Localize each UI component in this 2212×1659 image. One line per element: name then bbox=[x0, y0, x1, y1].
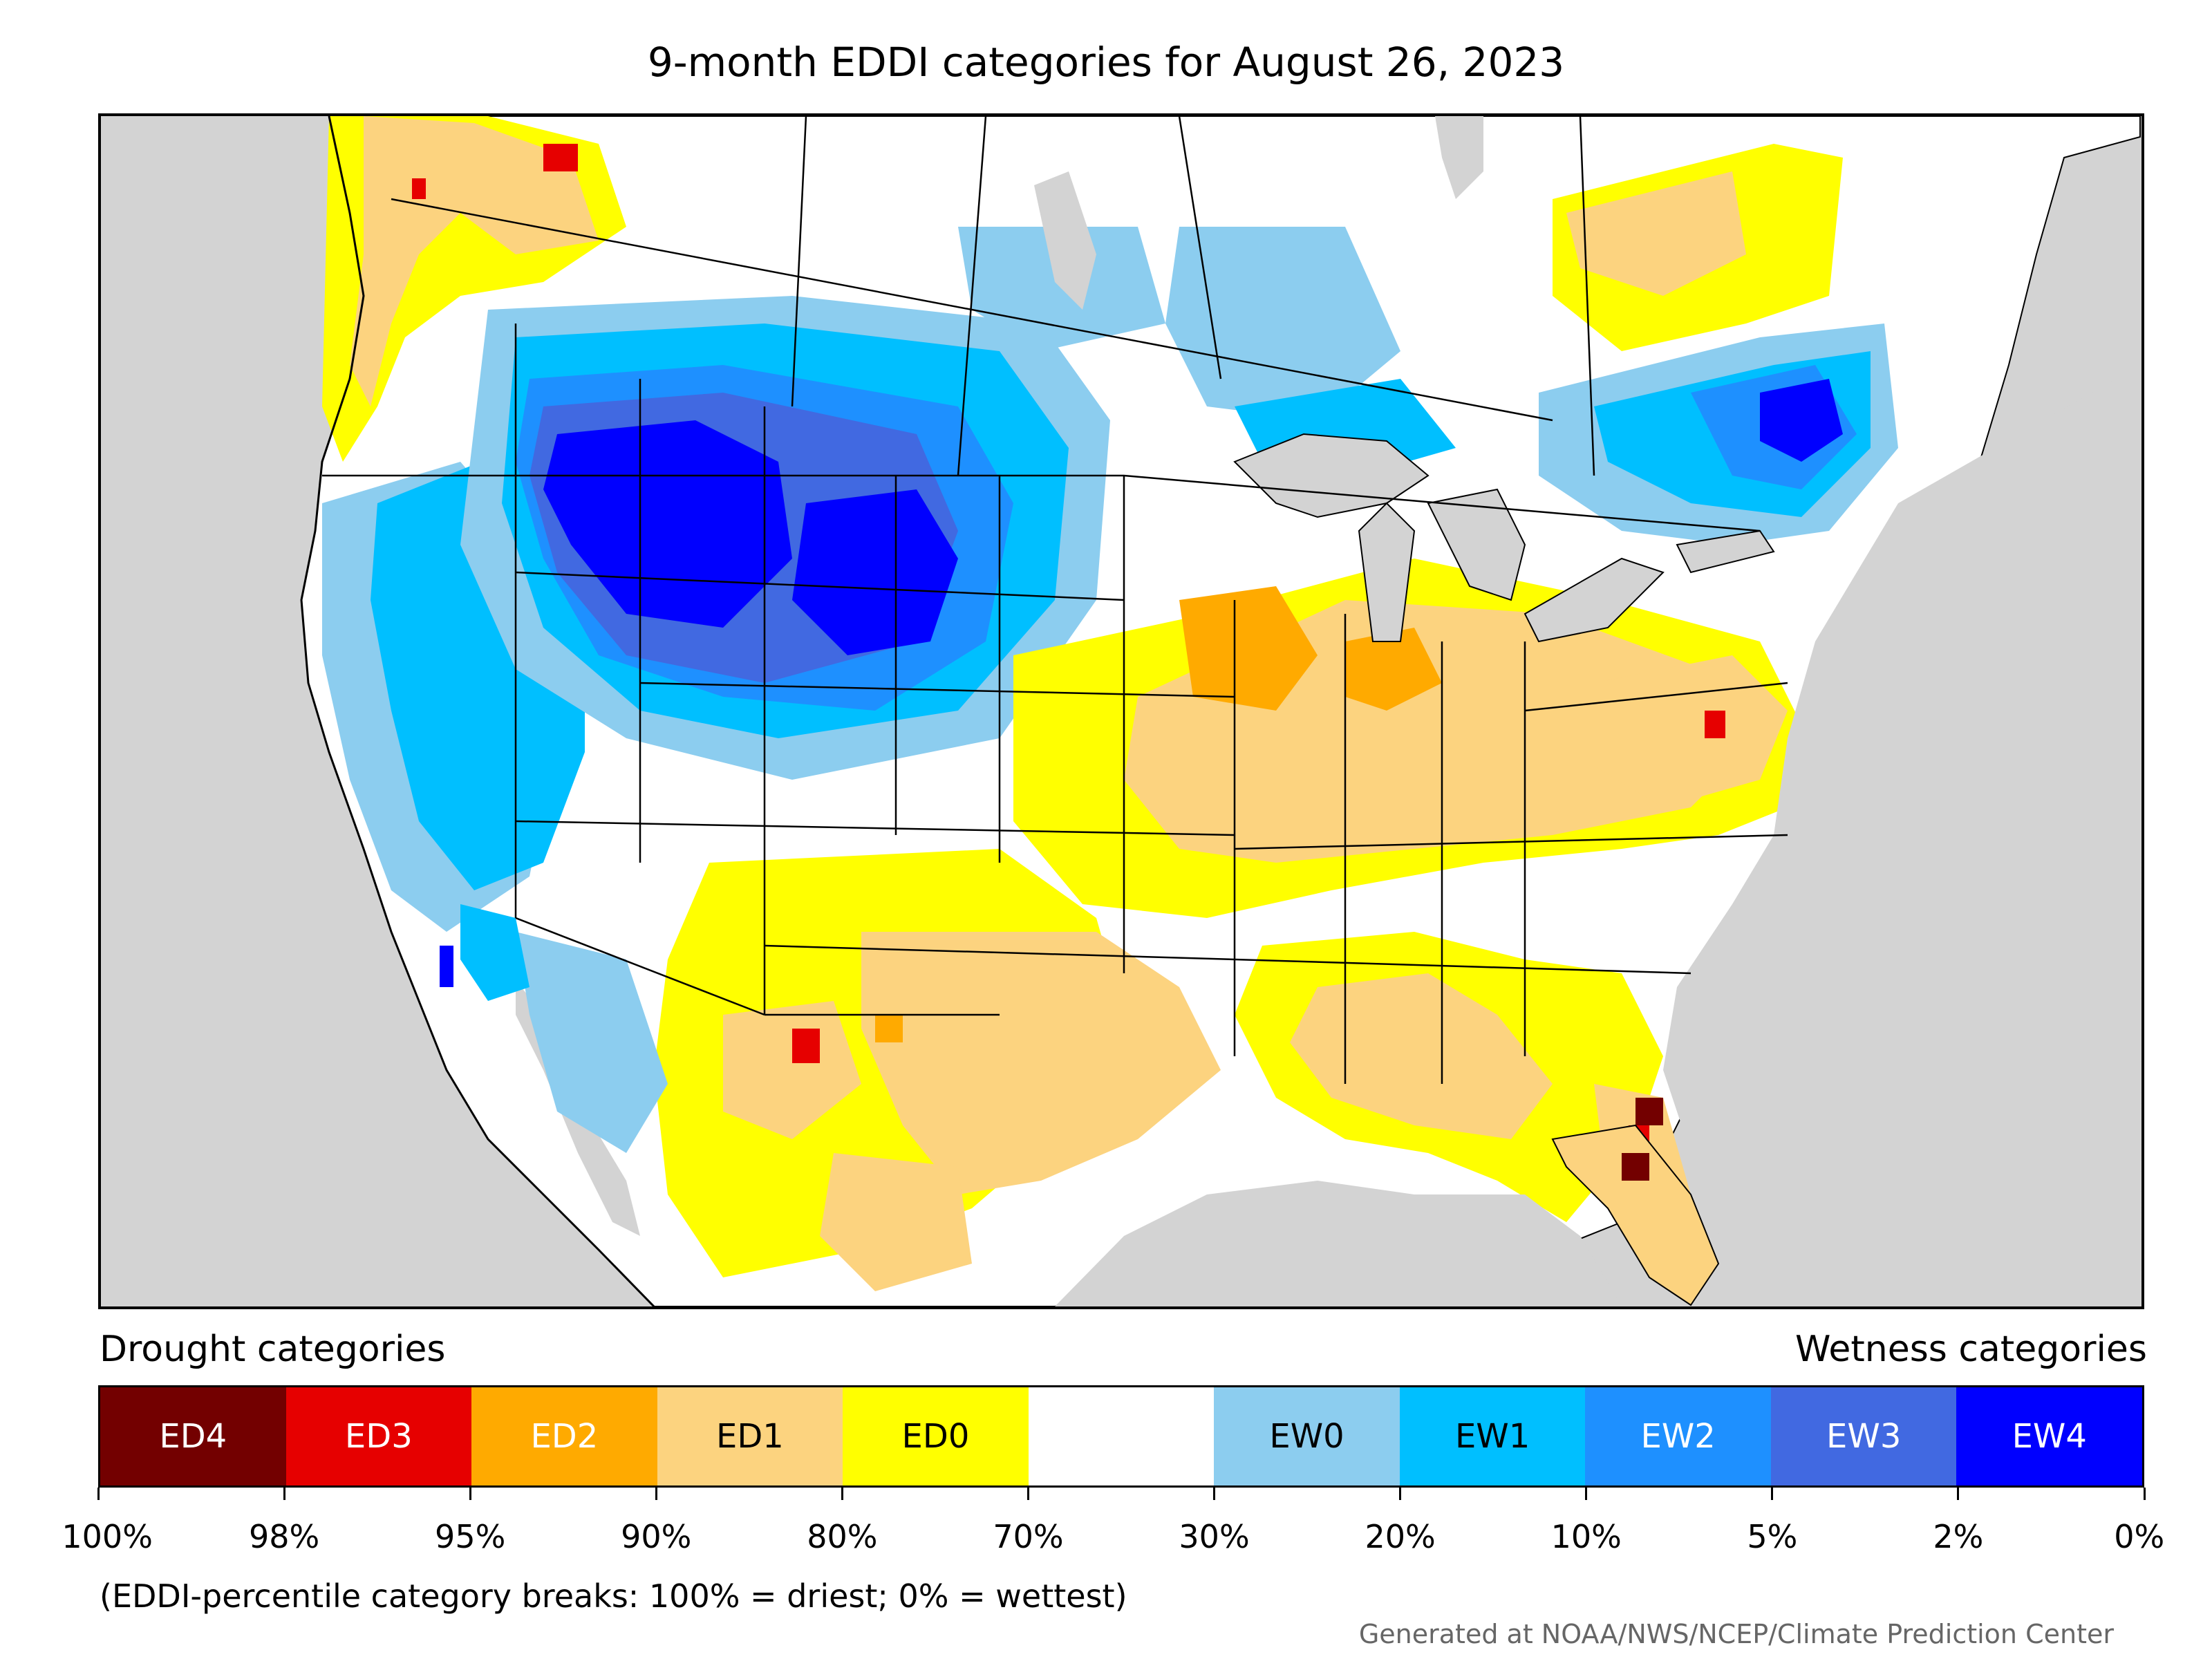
colorbar-tick-label: 70% bbox=[993, 1518, 1064, 1555]
wetness-categories-heading: Wetness categories bbox=[1795, 1329, 2147, 1370]
colorbar-tick-label: 95% bbox=[435, 1518, 506, 1555]
state-boundaries bbox=[322, 116, 1788, 1084]
colorbar-tick-label: 10% bbox=[1550, 1518, 1622, 1555]
colorbar-cell-ew2: EW2 bbox=[1585, 1387, 1771, 1485]
map-canvas bbox=[300, 116, 2141, 1306]
colorbar-cell-ew3: EW3 bbox=[1770, 1387, 1957, 1485]
colorbar-ticks bbox=[97, 1488, 2146, 1501]
colorbar-tick-label: 80% bbox=[807, 1518, 878, 1555]
colorbar-tick bbox=[1213, 1488, 1216, 1500]
colorbar-cell-ed1: ED1 bbox=[657, 1387, 843, 1485]
colorbar-tick bbox=[1399, 1488, 1402, 1500]
drought-categories-heading: Drought categories bbox=[100, 1329, 446, 1370]
credit-line: Generated at NOAA/NWS/NCEP/Climate Predi… bbox=[1358, 1619, 2114, 1649]
map-title: 9-month EDDI categories for August 26, 2… bbox=[647, 39, 1565, 86]
colorbar-tick bbox=[655, 1488, 657, 1500]
colorbar-tick bbox=[283, 1488, 285, 1500]
colorbar-cell-ed4: ED4 bbox=[100, 1387, 286, 1485]
colorbar-tick-label: 5% bbox=[1747, 1518, 1798, 1555]
eddi-map bbox=[98, 113, 2144, 1309]
colorbar-tick-label: 90% bbox=[621, 1518, 692, 1555]
colorbar-cell-ed2: ED2 bbox=[471, 1387, 657, 1485]
colorbar-cell-neutral bbox=[1028, 1387, 1215, 1485]
colorbar-tick-label: 2% bbox=[1933, 1518, 1984, 1555]
colorbar-cell-ew4: EW4 bbox=[1956, 1387, 2143, 1485]
colorbar-cell-ed0: ED0 bbox=[843, 1387, 1029, 1485]
colorbar-tick bbox=[2143, 1488, 2146, 1500]
colorbar-tick-label: 98% bbox=[248, 1518, 320, 1555]
colorbar-tick bbox=[1027, 1488, 1029, 1500]
colorbar-tick-label: 100% bbox=[62, 1518, 153, 1555]
colorbar-tick-label: 30% bbox=[1179, 1518, 1250, 1555]
colorbar-tick bbox=[841, 1488, 843, 1500]
colorbar-tick bbox=[1957, 1488, 1960, 1500]
category-colorbar: ED4 ED3 ED2 ED1 ED0 EW0 EW1 EW2 EW3 EW4 bbox=[98, 1385, 2144, 1488]
colorbar-tick bbox=[1771, 1488, 1774, 1500]
colorbar-cell-ew1: EW1 bbox=[1399, 1387, 1586, 1485]
category-breaks-note: (EDDI-percentile category breaks: 100% =… bbox=[100, 1577, 1127, 1615]
colorbar-cell-ew0: EW0 bbox=[1214, 1387, 1400, 1485]
colorbar-tick bbox=[469, 1488, 471, 1500]
colorbar-tick-label: 0% bbox=[2114, 1518, 2165, 1555]
colorbar-tick bbox=[97, 1488, 100, 1500]
colorbar-tick-label: 20% bbox=[1365, 1518, 1436, 1555]
colorbar-cell-ed3: ED3 bbox=[285, 1387, 472, 1485]
colorbar-tick bbox=[1585, 1488, 1588, 1500]
